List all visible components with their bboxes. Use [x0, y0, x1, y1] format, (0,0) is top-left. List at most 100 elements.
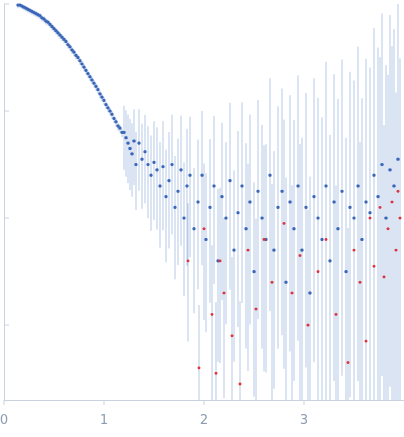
outlier-point [254, 307, 258, 311]
data-point [132, 139, 136, 143]
data-point [392, 184, 396, 188]
data-point [158, 184, 162, 188]
outlier-point [364, 339, 368, 343]
data-point [118, 126, 122, 130]
data-point [320, 237, 324, 242]
data-point [188, 173, 192, 177]
outlier-point [262, 238, 266, 241]
data-point [56, 31, 60, 35]
outlier-point [394, 248, 398, 252]
outlier-point [246, 248, 250, 252]
data-point [176, 189, 180, 193]
outlier-point [186, 259, 190, 263]
data-point [134, 162, 138, 167]
data-point [296, 184, 300, 188]
data-point [312, 195, 316, 199]
data-point [328, 259, 332, 263]
data-point [244, 227, 248, 231]
data-point [149, 173, 153, 177]
data-point [88, 75, 92, 79]
outlier-point [346, 361, 350, 364]
data-point [360, 237, 364, 242]
data-point [146, 162, 150, 167]
y-ticks-layer [4, 3, 9, 326]
outlier-point [218, 259, 222, 263]
data-point [216, 259, 220, 263]
data-point [58, 33, 62, 37]
data-point [143, 150, 147, 154]
data-point [260, 216, 264, 220]
outlier-point [382, 275, 386, 279]
outlier-point [324, 238, 328, 241]
data-point [224, 216, 228, 220]
data-point [185, 184, 189, 188]
data-point [368, 211, 372, 215]
data-point [74, 53, 78, 57]
data-point [304, 205, 308, 209]
outlier-point [282, 222, 286, 225]
data-point [152, 160, 156, 164]
outlier-point [372, 264, 376, 268]
data-point [137, 141, 141, 145]
outlier-point [398, 216, 402, 220]
data-point [46, 20, 50, 24]
data-point [252, 269, 256, 274]
data-point [212, 184, 216, 188]
data-point [380, 162, 384, 167]
data-point [200, 173, 204, 177]
data-point [94, 84, 98, 89]
data-point [164, 195, 168, 199]
data-point [52, 27, 56, 31]
data-point [268, 173, 272, 177]
data-point [240, 184, 244, 188]
data-point [100, 95, 104, 99]
data-point [376, 195, 380, 199]
outlier-point [202, 227, 206, 231]
data-point [98, 92, 102, 96]
data-point [140, 157, 144, 161]
data-point [38, 14, 42, 18]
data-point [110, 112, 114, 116]
outlier-point [352, 248, 356, 252]
x-tick-label: 3 [300, 413, 308, 428]
data-point [173, 205, 177, 209]
x-tick-label: 2 [200, 413, 208, 428]
data-point [126, 141, 130, 145]
data-point [179, 168, 183, 172]
outlier-point [222, 291, 226, 295]
used-points-layer [16, 3, 400, 295]
data-point [264, 237, 268, 242]
data-point [284, 280, 288, 284]
data-point [272, 248, 276, 252]
data-point [192, 227, 196, 231]
data-point [86, 71, 90, 76]
data-point [68, 45, 72, 49]
data-point [344, 269, 348, 274]
outlier-point [290, 291, 294, 295]
data-point [280, 189, 284, 193]
data-point [155, 168, 159, 172]
data-point [78, 59, 82, 63]
outlier-point [378, 205, 382, 209]
outlier-point [386, 227, 390, 231]
data-point [104, 103, 108, 107]
data-point [161, 165, 165, 169]
data-point [42, 17, 46, 21]
outlier-point [306, 323, 310, 327]
outlier-point [197, 366, 201, 370]
outlier-point [210, 312, 214, 316]
x-tick-label: 1 [100, 413, 108, 428]
data-point [196, 200, 200, 204]
outlier-point [270, 280, 274, 284]
data-point [82, 65, 86, 69]
data-point [170, 162, 174, 167]
data-point [84, 68, 88, 72]
x-ticks-layer: 0 1 2 3 [0, 400, 308, 428]
data-point [114, 120, 118, 124]
data-point [276, 205, 280, 209]
error-bars-layer [17, 4, 401, 400]
data-point [92, 81, 96, 85]
data-point [124, 136, 128, 140]
data-point [364, 200, 368, 204]
data-point [388, 168, 392, 172]
